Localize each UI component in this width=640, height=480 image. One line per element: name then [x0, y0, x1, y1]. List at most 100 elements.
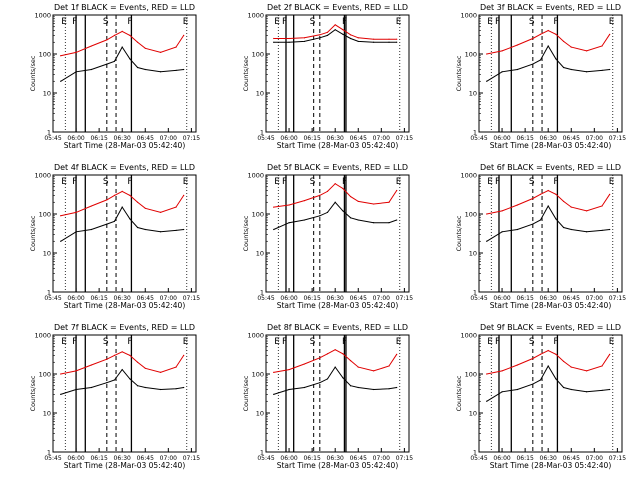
- y-tick-label: 10: [43, 90, 51, 98]
- events-data-point: [562, 66, 565, 69]
- lld-series-line: [273, 183, 398, 208]
- x-tick-label: 06:15: [303, 135, 320, 142]
- events-data-point: [60, 80, 62, 82]
- lld-data-point: [136, 361, 139, 363]
- lld-data-point: [486, 53, 488, 55]
- events-data-point: [106, 63, 108, 65]
- lld-data-point: [388, 201, 390, 203]
- marker-letter: E: [61, 177, 67, 187]
- lld-data-point: [601, 365, 603, 367]
- x-tick-label: 05:45: [257, 455, 274, 462]
- x-tick-label: 06:30: [540, 455, 557, 462]
- events-data-point: [183, 228, 185, 231]
- panel-title: Det 5f BLACK = Events, RED = LLD: [267, 163, 408, 172]
- lld-data-point: [601, 45, 603, 47]
- x-tick-label: 05:45: [470, 455, 487, 462]
- marker-letter: E: [487, 337, 493, 347]
- events-data-point: [273, 41, 275, 43]
- plot-frame: [52, 334, 197, 453]
- marker-letter: E: [396, 17, 402, 27]
- lld-series-line: [486, 29, 611, 55]
- marker-letter: F: [342, 17, 347, 27]
- lld-data-point: [539, 353, 542, 355]
- lld-data-point: [349, 360, 352, 362]
- y-tick-label: 10: [256, 250, 264, 258]
- marker-letter: S: [529, 177, 535, 187]
- lld-data-point: [136, 41, 139, 43]
- marker-letter: F: [495, 17, 500, 27]
- marker-letter: S: [103, 177, 109, 187]
- x-tick-label: 07:15: [396, 295, 413, 302]
- events-data-point: [357, 219, 359, 221]
- events-series-line: [486, 364, 610, 402]
- y-tick-label: 1: [47, 449, 51, 457]
- x-tick-label: 07:15: [396, 135, 413, 142]
- events-data-point: [532, 383, 534, 385]
- events-series-line: [486, 204, 610, 242]
- x-tick-label: 06:45: [350, 135, 367, 142]
- events-data-point: [516, 388, 519, 391]
- lld-data-point: [288, 204, 290, 206]
- y-tick-label: 1: [260, 129, 264, 137]
- x-tick-label: 06:30: [540, 295, 557, 302]
- x-tick-label: 06:00: [280, 135, 297, 142]
- panel-det-7: Det 7f BLACK = Events, RED = LLD 1 10 100 10…: [29, 323, 200, 470]
- x-tick-label: 05:45: [44, 295, 61, 302]
- lld-data-point: [160, 211, 162, 213]
- events-data-point: [516, 228, 519, 231]
- marker-letter: F: [495, 177, 500, 187]
- x-axis-label: Start Time (28-Mar-03 05:42:40): [277, 301, 399, 310]
- marker-letter: E: [183, 17, 189, 27]
- x-tick-label: 05:45: [44, 135, 61, 142]
- events-data-point: [319, 37, 321, 39]
- x-tick-label: 07:00: [160, 455, 177, 462]
- marker-letter: F: [282, 337, 287, 347]
- panel-title: Det 6f BLACK = Events, RED = LLD: [480, 163, 621, 172]
- events-data-point: [160, 71, 162, 73]
- events-data-point: [532, 63, 534, 65]
- x-tick-label: 06:15: [516, 295, 533, 302]
- events-data-point: [288, 388, 290, 391]
- events-data-point: [183, 386, 185, 389]
- y-tick-label: 1000: [247, 172, 264, 180]
- marker-letter: F: [72, 337, 77, 347]
- marker-letter: E: [487, 17, 493, 27]
- lld-data-point: [539, 193, 542, 195]
- lld-data-point: [319, 34, 321, 36]
- events-data-point: [273, 228, 275, 231]
- events-data-point: [90, 386, 93, 389]
- lld-data-point: [121, 351, 123, 353]
- y-tick-label: 100: [465, 211, 477, 219]
- plot-frame: [478, 14, 623, 133]
- x-tick-label: 07:00: [586, 455, 603, 462]
- lld-series-line: [273, 349, 398, 373]
- events-data-point: [136, 226, 139, 229]
- y-axis-label: Counts/sec: [455, 55, 463, 91]
- events-data-point: [342, 210, 344, 212]
- x-tick-label: 06:15: [516, 135, 533, 142]
- events-data-point: [396, 386, 398, 389]
- events-data-point: [539, 59, 542, 61]
- events-data-point: [326, 378, 329, 380]
- marker-letter: S: [529, 17, 535, 27]
- lld-data-point: [586, 50, 588, 52]
- y-tick-label: 1000: [34, 172, 51, 180]
- x-tick-label: 06:30: [327, 455, 344, 462]
- y-axis-label: Counts/sec: [242, 55, 250, 91]
- events-data-point: [342, 33, 344, 35]
- events-data-point: [547, 365, 549, 367]
- x-tick-label: 06:45: [563, 135, 580, 142]
- lld-data-point: [547, 29, 549, 32]
- lld-data-point: [501, 210, 503, 212]
- events-data-point: [547, 205, 549, 207]
- events-data-point: [373, 41, 375, 43]
- events-data-point: [516, 68, 519, 71]
- events-data-point: [319, 382, 321, 384]
- events-data-point: [121, 206, 123, 208]
- lld-data-point: [288, 368, 290, 371]
- lld-data-point: [326, 353, 329, 355]
- events-data-point: [319, 215, 321, 217]
- panel-det-9: Det 9f BLACK = Events, RED = LLD 1 10 100 10…: [455, 323, 626, 470]
- x-tick-label: 06:00: [493, 135, 510, 142]
- x-tick-label: 06:00: [280, 455, 297, 462]
